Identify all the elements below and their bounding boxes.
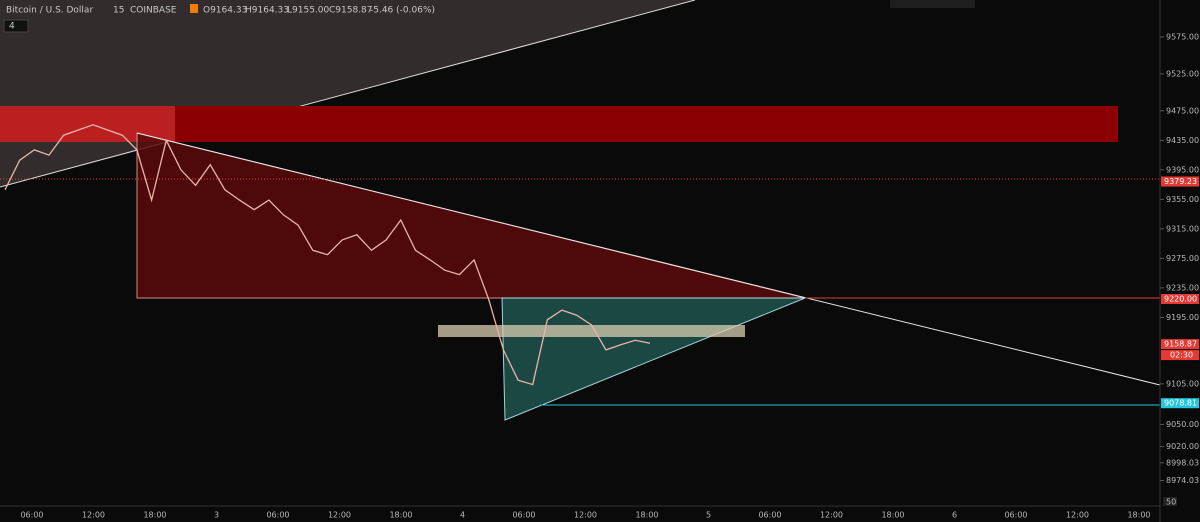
countdown: 02:30: [1170, 351, 1193, 360]
price-label: 9435.00: [1166, 136, 1199, 145]
time-label: 12:00: [820, 511, 843, 520]
indicators-count: 4: [9, 22, 15, 32]
low: L9155.00: [287, 6, 330, 16]
time-label: 18:00: [635, 511, 658, 520]
open: O9164.33: [203, 6, 247, 16]
volume-tag: [1163, 497, 1177, 506]
price-label: 9275.00: [1166, 254, 1199, 263]
price-tag-label: 9220.00: [1164, 294, 1197, 303]
close: C9158.87: [329, 6, 373, 16]
price-line: [4, 124, 651, 386]
price-tag: [1161, 398, 1199, 409]
time-label: 18:00: [389, 511, 412, 520]
price-label: 9355.00: [1166, 195, 1199, 204]
price-label: 9315.00: [1166, 224, 1199, 233]
time-label: 06:00: [266, 511, 289, 520]
price-tag: [1161, 339, 1199, 350]
resistance-zone: [0, 106, 1118, 142]
time-label: 3: [214, 511, 219, 520]
time-label: 18:00: [1127, 511, 1150, 520]
interval: 15: [113, 6, 124, 16]
time-label: 12:00: [1066, 511, 1089, 520]
countdown-tag: [1161, 350, 1199, 361]
time-label: 4: [460, 511, 465, 520]
price-tag: [1161, 176, 1199, 187]
price-label: 9195.00: [1166, 313, 1199, 322]
toolbar-box: [890, 0, 975, 8]
time-label: 06:00: [1004, 511, 1027, 520]
time-label: 12:00: [82, 511, 105, 520]
price-label: 9395.00: [1166, 165, 1199, 174]
high: H9164.33: [245, 6, 289, 16]
price-tag-label: 9379.23: [1164, 177, 1197, 186]
price-tag-label: 9158.87: [1164, 340, 1197, 349]
price-label: 9525.00: [1166, 69, 1199, 78]
time-label: 06:00: [758, 511, 781, 520]
price-label: 8974.03: [1166, 476, 1199, 485]
change: -5.46 (-0.06%): [370, 6, 435, 16]
volume-label: 50: [1166, 498, 1176, 507]
time-label: 12:00: [328, 511, 351, 520]
indicators-toggle[interactable]: [3, 19, 29, 33]
time-label: 12:00: [574, 511, 597, 520]
time-label: 18:00: [143, 511, 166, 520]
price-label: 8998.03: [1166, 458, 1199, 467]
price-label: 9105.00: [1166, 379, 1199, 388]
price-tag: [1161, 293, 1199, 304]
symbol: Bitcoin / U.S. Dollar: [6, 6, 93, 16]
price-tag-label: 9078.81: [1164, 399, 1197, 408]
time-label: 6: [952, 511, 957, 520]
price-label: 9575.00: [1166, 33, 1199, 42]
price-label: 9050.00: [1166, 420, 1199, 429]
downtrend-line: [136, 132, 1161, 386]
time-label: 5: [706, 511, 711, 520]
time-label: 06:00: [512, 511, 535, 520]
support-zone: [438, 325, 745, 337]
price-label: 9020.00: [1166, 442, 1199, 451]
exchange: COINBASE: [130, 6, 177, 16]
flag-icon[interactable]: [190, 4, 198, 13]
time-label: 06:00: [20, 511, 43, 520]
price-label: 9235.00: [1166, 283, 1199, 292]
price-label: 9475.00: [1166, 106, 1199, 115]
trend-line: [0, 0, 696, 188]
time-label: 18:00: [881, 511, 904, 520]
